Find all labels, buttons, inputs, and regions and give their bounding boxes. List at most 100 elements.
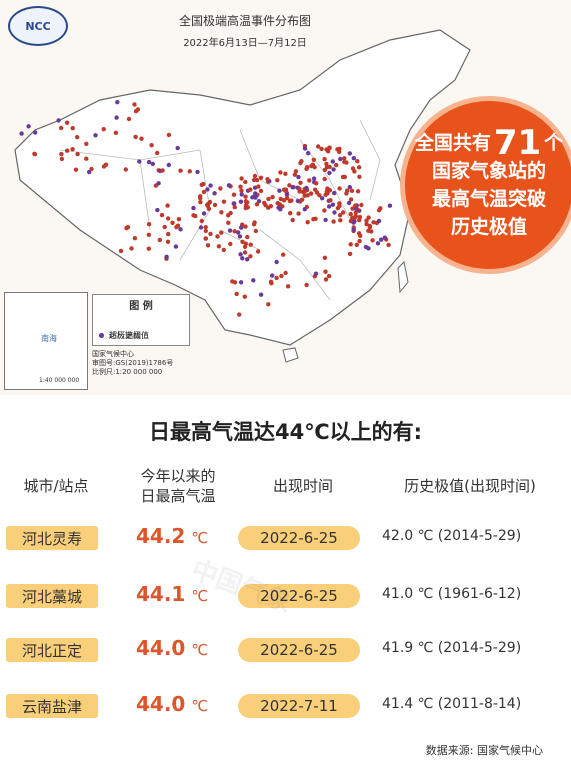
station-dot: [376, 218, 382, 224]
station-dot: [238, 184, 243, 189]
station-dot: [338, 218, 343, 223]
station-dot: [353, 203, 358, 208]
station-dot: [342, 159, 347, 165]
station-dot: [352, 169, 357, 174]
station-dot: [73, 167, 79, 172]
station-dot: [203, 225, 208, 230]
station-dot: [270, 273, 275, 278]
station-dot: [274, 259, 279, 265]
station-dot: [285, 284, 291, 289]
station-dot: [123, 167, 128, 172]
ncc-logo: NCC: [8, 6, 68, 46]
station-dot: [330, 159, 335, 164]
station-dot: [363, 244, 369, 250]
station-dot: [64, 120, 70, 125]
station-dot: [114, 115, 119, 120]
station-dot: [75, 135, 80, 140]
row-temp-unit: ℃: [191, 641, 209, 659]
legend-title: 图 例: [129, 301, 153, 312]
station-dot: [269, 281, 274, 286]
station-dot: [93, 133, 98, 138]
station-dot: [70, 126, 75, 131]
station-dot: [157, 237, 162, 243]
station-dot: [331, 167, 336, 172]
station-dot: [115, 100, 120, 105]
map-title: 全国极端高温事件分布图: [178, 14, 311, 28]
credit-org: 国家气候中心: [92, 350, 134, 358]
station-dot: [284, 195, 290, 201]
inset-scale: 1:40 000 000: [39, 377, 80, 384]
station-dot: [371, 220, 376, 225]
station-dot: [232, 205, 237, 210]
station-dot: [290, 217, 295, 223]
station-dot: [313, 271, 319, 276]
station-dot: [198, 225, 204, 230]
station-dot: [288, 211, 293, 216]
station-dot: [319, 146, 324, 152]
data-source: 数据来源: 国家气候中心: [425, 744, 543, 757]
callout-line1: 全国共有 71 个: [415, 123, 564, 163]
station-dot: [299, 197, 305, 202]
callout-post: 个: [544, 132, 564, 154]
station-dot: [322, 255, 328, 260]
legend-label-record: 超历史极值: [109, 330, 149, 340]
station-dot: [238, 280, 244, 285]
callout-number: 71: [493, 123, 542, 163]
station-dot: [284, 192, 290, 197]
station-dot: [198, 200, 203, 205]
station-dot: [314, 181, 319, 186]
station-dot: [132, 236, 138, 241]
station-dot: [255, 249, 261, 254]
row-history: 41.0 ℃ (1961-6-12): [382, 586, 522, 602]
station-dot: [227, 228, 233, 233]
station-dot: [243, 204, 249, 209]
station-dot: [59, 156, 65, 162]
station-dot: [266, 196, 271, 202]
header-temp-line2: 日最高气温: [140, 487, 216, 505]
taiwan-island: [397, 260, 409, 294]
station-dot: [65, 148, 70, 153]
station-dot: [126, 116, 132, 122]
station-dot: [349, 188, 355, 193]
china-heat-map: NCC 全国极端高温事件分布图 2022年6月13日—7月12日 南海 1:40…: [0, 0, 571, 395]
station-dot: [187, 169, 192, 174]
row-temp: 44.1 ℃: [136, 582, 226, 606]
station-dot: [59, 151, 64, 157]
row-city: 河北藁城: [6, 584, 98, 608]
station-dot: [70, 147, 75, 152]
header-history: 历史极值(出现时间): [404, 477, 536, 495]
station-dot: [323, 192, 328, 197]
station-dot: [156, 181, 161, 186]
station-dot: [149, 143, 154, 148]
station-dot: [256, 184, 261, 189]
row-history: 41.4 ℃ (2011-8-14): [382, 696, 522, 712]
station-dot: [248, 187, 253, 192]
station-dot: [133, 134, 138, 140]
station-dot: [387, 203, 393, 208]
station-dot: [239, 176, 244, 181]
header-temp-line1: 今年以来的: [140, 467, 216, 485]
station-dot: [234, 291, 239, 297]
station-dot: [348, 211, 353, 217]
header-temp: 今年以来的 日最高气温: [118, 466, 238, 506]
station-dot: [278, 196, 283, 202]
station-dot: [327, 146, 332, 151]
row-date: 2022-6-25: [238, 584, 360, 608]
station-dot: [174, 224, 179, 230]
station-dot: [283, 270, 288, 276]
station-dot: [359, 202, 364, 208]
station-dot: [243, 241, 248, 246]
station-dot: [353, 210, 358, 215]
station-dot: [155, 207, 160, 213]
station-dot: [243, 194, 248, 199]
station-dot: [56, 118, 61, 123]
station-dot: [258, 188, 264, 194]
station-dot: [306, 151, 311, 156]
station-dot: [346, 200, 352, 206]
station-dot: [248, 242, 253, 247]
station-dot: [276, 205, 281, 210]
row-history: 41.9 ℃ (2014-5-29): [382, 640, 522, 656]
legend-dot-record: [99, 332, 104, 338]
station-dot: [226, 183, 232, 188]
station-dot: [348, 197, 354, 202]
